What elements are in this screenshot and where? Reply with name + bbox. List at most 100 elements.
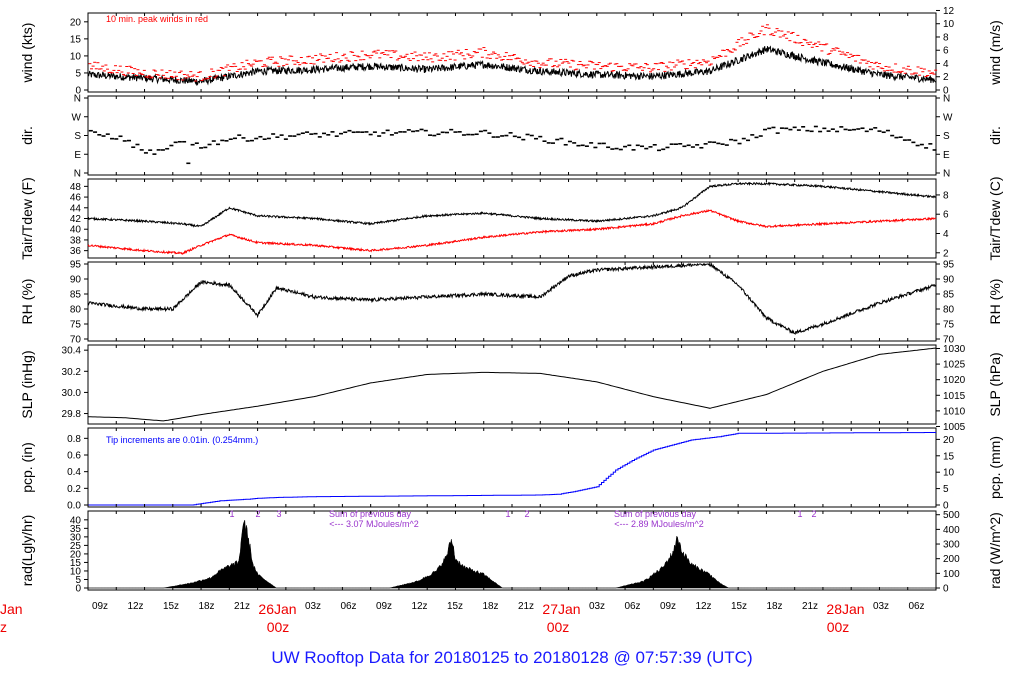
y-tick-label: 38 <box>70 235 82 246</box>
y-tick-label-right: 2 <box>943 72 949 83</box>
y-tick-label-right: 0 <box>943 501 949 512</box>
date-label: 28Jan <box>826 601 864 617</box>
radiation-annotation-sub: <--- 3.07 MJoules/m^2 <box>329 519 419 529</box>
y-tick-label: 20 <box>70 17 82 28</box>
y-tick-label-right: 1005 <box>943 422 966 433</box>
y-tick-label-right: 6 <box>943 210 949 221</box>
y-tick-label: 0.4 <box>67 467 81 478</box>
y-tick-label: 48 <box>70 182 82 193</box>
y-tick-label: 44 <box>70 203 82 214</box>
y-axis-label-right: pcp. (mm) <box>987 436 1003 499</box>
panel-frame <box>87 178 937 259</box>
y-tick-label-right: 95 <box>943 260 955 271</box>
y-tick-label: 80 <box>70 305 82 316</box>
time-tick-label: 15z <box>731 601 747 612</box>
cloud-marker: 2 <box>811 509 816 519</box>
y-tick-label-right: 5 <box>943 484 949 495</box>
y-tick-label: 75 <box>70 320 82 331</box>
y-tick-label: 20 <box>70 549 82 560</box>
y-tick-label-right: 100 <box>943 569 960 580</box>
time-tick-label: 09z <box>92 601 108 612</box>
y-tick-label-right: 1030 <box>943 344 966 355</box>
time-tick-label: 15z <box>163 601 179 612</box>
time-tick-label: 12z <box>695 601 711 612</box>
y-tick-label: 36 <box>70 246 82 257</box>
y-axis-label: SLP (inHg) <box>19 350 35 418</box>
y-axis-label: dir. <box>19 126 35 145</box>
y-tick-label-right: 10 <box>943 468 955 479</box>
panel-dir: dir. dir.N NE ES SW WN N <box>19 94 1003 180</box>
series-direction <box>88 125 937 165</box>
y-axis-label: rad(Lgly/hr) <box>19 515 35 587</box>
y-tick-label-right: W <box>943 112 953 123</box>
series-SLP <box>87 347 937 422</box>
time-axis: 09z 12z 15z 18z 21z 26Jan 03z 06z 09z 12z 15z 18z 21… <box>0 601 925 635</box>
y-tick-label-right: 6 <box>943 46 949 57</box>
y-tick-label-right: 12 <box>943 6 955 17</box>
y-tick-label-right: N <box>943 169 950 180</box>
y-tick-label-right: 8 <box>943 32 949 43</box>
y-tick-label-right: 500 <box>943 510 960 521</box>
panel-slp: SLP (inHg) SLP (hPa) 29.8 30.0 30.2 30.4 1005 1… <box>19 344 1003 433</box>
y-tick-label-right: 4 <box>943 229 949 240</box>
time-tick-label: 18z <box>766 601 782 612</box>
edge-date-label: Jan <box>0 601 23 617</box>
y-tick-label-right: 85 <box>943 290 955 301</box>
y-tick-label-right: 1020 <box>943 375 966 386</box>
time-tick-label: 18z <box>198 601 214 612</box>
time-tick-label: 21z <box>802 601 818 612</box>
y-tick-label: 15 <box>70 558 82 569</box>
y-tick-label-right: S <box>943 131 950 142</box>
y-tick-label: 10 <box>70 51 82 62</box>
radiation-annotation: Sum of previous day <box>614 509 697 519</box>
panel-wind: wind (kts) wind (m/s) 0 5 10 15 20 0 2 4 6 8 10 12 10 … <box>19 6 1003 97</box>
y-axis-label: pcp. (in) <box>19 442 35 493</box>
y-tick-label: E <box>74 150 81 161</box>
series-radiation <box>88 519 936 589</box>
time-tick-label: 18z <box>482 601 498 612</box>
y-tick-label: 30.2 <box>62 367 82 378</box>
date-hour-label: 00z <box>827 619 850 635</box>
series-wind <box>87 45 937 87</box>
y-axis-label-right: rad (W/m^2) <box>987 512 1003 589</box>
y-tick-label: W <box>72 112 82 123</box>
time-tick-label: 12z <box>411 601 427 612</box>
y-tick-label-right: N <box>943 94 950 105</box>
y-tick-label: S <box>74 131 81 142</box>
y-tick-label: 0 <box>75 584 81 595</box>
y-tick-label-right: 1015 <box>943 391 966 402</box>
panel-frame <box>87 12 937 93</box>
panel-frame <box>87 95 937 176</box>
date-label: 27Jan <box>542 601 580 617</box>
y-tick-label: 95 <box>70 260 82 271</box>
y-tick-label: 90 <box>70 275 82 286</box>
panel-temp: Tair/Tdew (F) Tair/Tdew (C)36384042444648… <box>19 176 1003 260</box>
y-tick-label-right: 75 <box>943 320 955 331</box>
y-tick-label-right: 200 <box>943 554 960 565</box>
y-tick-label-right: 8 <box>943 190 949 201</box>
time-tick-label: 09z <box>660 601 676 612</box>
time-tick-label: 12z <box>127 601 143 612</box>
time-tick-label: 09z <box>376 601 392 612</box>
time-tick-label: 03z <box>873 601 889 612</box>
y-tick-label-right: 0 <box>943 86 949 97</box>
time-tick-label: 15z <box>447 601 463 612</box>
y-tick-label-right: 10 <box>943 19 955 30</box>
y-tick-label-right: 4 <box>943 59 949 70</box>
y-tick-label: 40 <box>70 515 82 526</box>
y-axis-label-right: SLP (hPa) <box>987 352 1003 416</box>
cloud-marker: 1 <box>229 509 234 519</box>
panel-rad: rad(Lgly/hr) rad (W/m^2)05101520253035400… <box>19 509 1003 595</box>
y-tick-label: 0.6 <box>67 451 81 462</box>
date-label: 26Jan <box>258 601 296 617</box>
y-tick-label: 42 <box>70 214 82 225</box>
series-Tdew <box>87 209 937 255</box>
series-Tair <box>87 181 936 228</box>
y-tick-label: 30.4 <box>62 346 82 357</box>
edge-hour-label: z <box>0 619 7 635</box>
panel-pcp: pcp. (in) pcp. (mm) 0.0 0.2 0.4 0.6 0.8 0 5 10 15 2… <box>19 427 1003 512</box>
y-tick-label: 30.0 <box>62 388 82 399</box>
date-hour-label: 00z <box>547 619 570 635</box>
y-tick-label: 0 <box>75 86 81 97</box>
